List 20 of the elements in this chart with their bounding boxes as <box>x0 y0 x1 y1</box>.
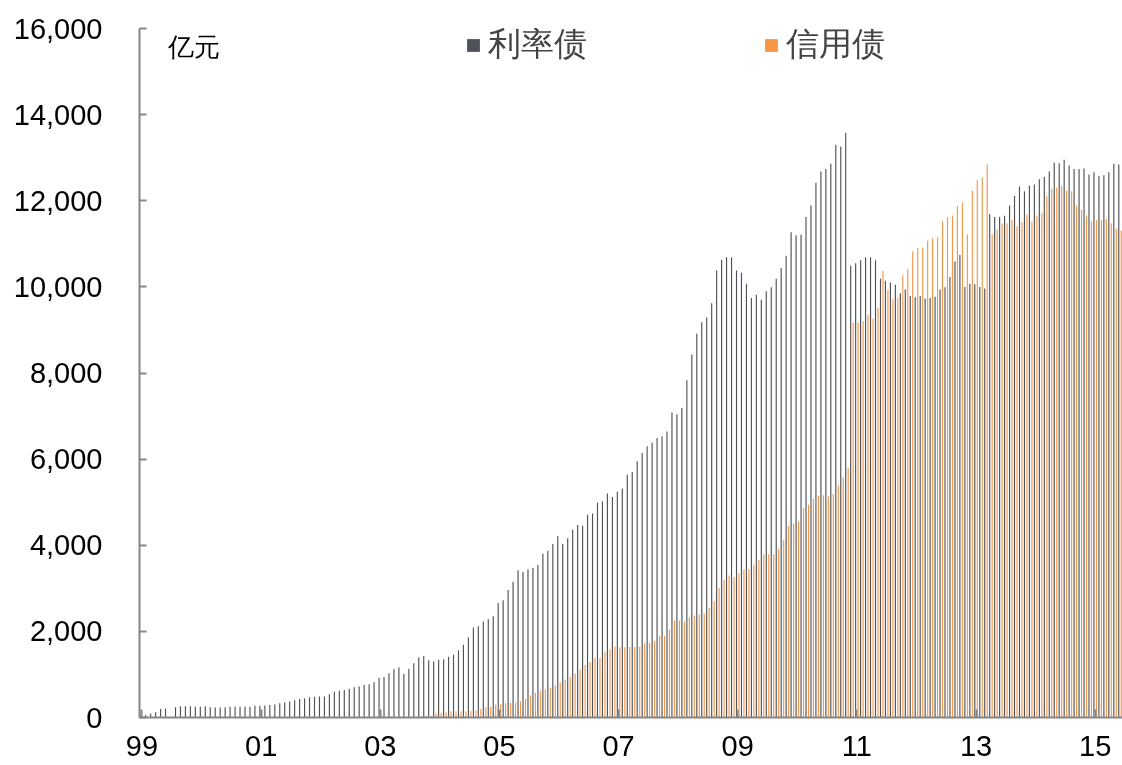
legend-label: 信用债 <box>786 27 885 65</box>
y-tick-label: 0 <box>86 701 103 734</box>
x-tick-label: 99 <box>125 729 159 762</box>
y-tick-label: 4,000 <box>29 529 103 562</box>
x-tick-label: 11 <box>841 729 872 762</box>
x-tick-label: 13 <box>959 729 993 762</box>
y-tick-label: 16,000 <box>13 12 103 45</box>
x-tick-label: 15 <box>1079 729 1112 762</box>
x-tick-label: 05 <box>483 729 516 762</box>
x-tick-label: 03 <box>364 729 397 762</box>
y-tick-label: 8,000 <box>29 357 103 389</box>
y-tick-label: 12,000 <box>13 184 103 217</box>
y-tick-label: 6,000 <box>29 443 103 476</box>
y-tick-label: 14,000 <box>13 98 103 131</box>
y-tick-label: 10,000 <box>13 270 103 303</box>
x-tick-label: 07 <box>602 729 635 762</box>
y-tick-label: 2,000 <box>29 615 103 648</box>
x-tick-label: 09 <box>721 729 754 762</box>
x-tick-label: 01 <box>245 729 278 762</box>
y-axis-title: 亿元 <box>166 31 220 62</box>
